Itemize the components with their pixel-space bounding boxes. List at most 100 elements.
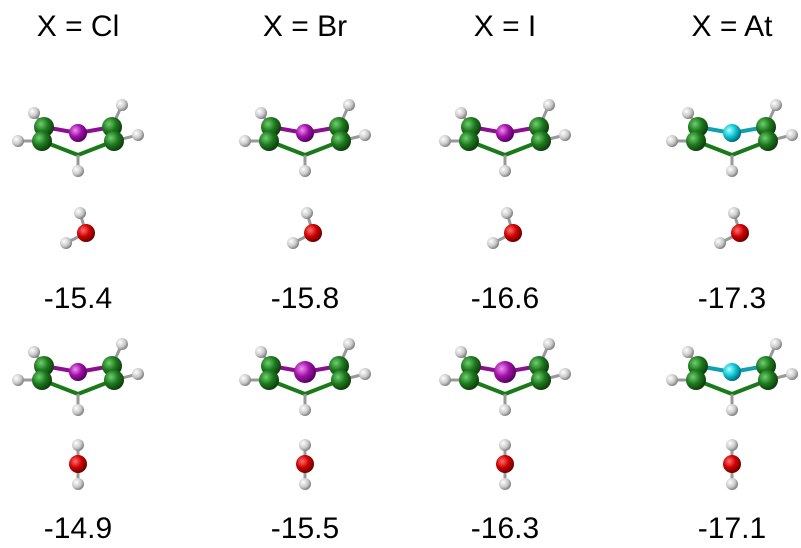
hydrogen-atom [28, 107, 40, 119]
halogen-atom [296, 124, 314, 142]
carbon-atom [32, 370, 52, 390]
carbon-atom [32, 131, 52, 151]
carbon-atom [331, 370, 351, 390]
halogen-atom [294, 361, 316, 383]
carbon-atom [686, 131, 706, 151]
hydrogen-atom [255, 107, 267, 119]
hydrogen-atom [770, 99, 782, 111]
hydrogen-atom [343, 99, 355, 111]
hydrogen-atom [301, 207, 313, 219]
hydrogen-atom [682, 346, 694, 358]
oxygen-atom [296, 455, 314, 473]
energy-value: -16.6 [471, 282, 539, 315]
hydrogen-atom [499, 439, 511, 451]
hydrogen-atom [299, 165, 311, 177]
hydrogen-atom [666, 374, 678, 386]
carbon-atom [531, 370, 551, 390]
carbon-atom [259, 131, 279, 151]
hydrogen-atom [12, 135, 24, 147]
halogen-atom [723, 363, 741, 381]
hydrogen-atom [239, 135, 251, 147]
carbon-atom [758, 131, 778, 151]
energy-value: -14.9 [44, 512, 112, 545]
halogen-atom [69, 363, 87, 381]
energy-value: -16.3 [471, 512, 539, 545]
energy-value: -17.1 [698, 512, 766, 545]
column-header: X = At [692, 10, 774, 43]
oxygen-atom [731, 224, 749, 242]
hydrogen-atom [499, 478, 511, 490]
oxygen-atom [723, 455, 741, 473]
hydrogen-atom [487, 237, 499, 249]
hydrogen-atom [726, 165, 738, 177]
hydrogen-atom [501, 207, 513, 219]
water [287, 207, 322, 249]
hydrogen-atom [12, 374, 24, 386]
hydrogen-atom [455, 346, 467, 358]
energy-value: -17.3 [698, 282, 766, 315]
hydrogen-atom [786, 368, 798, 380]
column-header: X = Cl [37, 10, 120, 43]
hydrogen-atom [72, 439, 84, 451]
molecule [12, 99, 144, 177]
hydrogen-atom [74, 207, 86, 219]
hydrogen-atom [132, 129, 144, 141]
hydrogen-atom [72, 404, 84, 416]
halogen-atom [723, 124, 741, 142]
molecule [439, 99, 571, 177]
hydrogen-atom [239, 374, 251, 386]
oxygen-atom [77, 224, 95, 242]
energy-value: -15.5 [271, 512, 339, 545]
hydrogen-atom [299, 439, 311, 451]
hydrogen-atom [726, 478, 738, 490]
energy-value: -15.4 [44, 282, 112, 315]
water [496, 439, 514, 490]
hydrogen-atom [359, 129, 371, 141]
hydrogen-atom [559, 129, 571, 141]
oxygen-atom [69, 455, 87, 473]
carbon-atom [758, 370, 778, 390]
figure: X = Cl -15.4 -14.9 X = Br -15.8 -15.5 X = I -16… [0, 0, 801, 548]
hydrogen-atom [499, 404, 511, 416]
hydrogen-atom [255, 346, 267, 358]
hydrogen-atom [543, 99, 555, 111]
hydrogen-atom [132, 368, 144, 380]
hydrogen-atom [439, 135, 451, 147]
hydrogen-atom [726, 439, 738, 451]
hydrogen-atom [28, 346, 40, 358]
water [296, 439, 314, 490]
water [69, 439, 87, 490]
halogen-atom [494, 361, 516, 383]
hydrogen-atom [299, 478, 311, 490]
molecule [666, 338, 798, 416]
hydrogen-atom [786, 129, 798, 141]
water [487, 207, 522, 249]
hydrogen-atom [455, 107, 467, 119]
hydrogen-atom [714, 237, 726, 249]
hydrogen-atom [60, 237, 72, 249]
hydrogen-atom [359, 368, 371, 380]
water [723, 439, 741, 490]
hydrogen-atom [499, 165, 511, 177]
carbon-atom [104, 370, 124, 390]
oxygen-atom [304, 224, 322, 242]
column-header: X = Br [263, 10, 347, 43]
water [714, 207, 749, 249]
hydrogen-atom [72, 478, 84, 490]
column-header: X = I [474, 10, 537, 43]
carbon-atom [104, 131, 124, 151]
halogen-atom [69, 124, 87, 142]
hydrogen-atom [770, 338, 782, 350]
hydrogen-atom [116, 338, 128, 350]
hydrogen-atom [439, 374, 451, 386]
hydrogen-atom [299, 404, 311, 416]
carbon-atom [686, 370, 706, 390]
hydrogen-atom [666, 135, 678, 147]
energy-value: -15.8 [271, 282, 339, 315]
hydrogen-atom [343, 338, 355, 350]
molecule [666, 99, 798, 177]
oxygen-atom [496, 455, 514, 473]
carbon-atom [459, 370, 479, 390]
molecule [12, 338, 144, 416]
molecule [239, 99, 371, 177]
